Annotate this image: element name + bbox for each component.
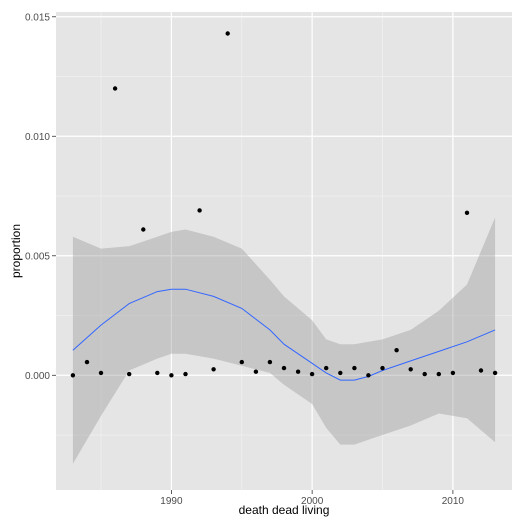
data-point bbox=[183, 371, 188, 377]
data-point bbox=[239, 359, 244, 365]
data-point bbox=[141, 227, 146, 232]
grid-minor bbox=[56, 12, 512, 490]
data-point bbox=[394, 348, 399, 353]
data-point bbox=[352, 365, 357, 371]
x-tick-label: 2000 bbox=[301, 496, 324, 507]
panel-background bbox=[56, 12, 512, 490]
data-point bbox=[169, 373, 174, 378]
y-tick-label: 0.005 bbox=[25, 251, 50, 262]
data-point bbox=[267, 359, 273, 365]
data-points bbox=[70, 31, 498, 378]
data-point bbox=[380, 365, 385, 371]
data-point bbox=[324, 365, 329, 371]
data-point bbox=[436, 371, 441, 377]
x-axis: 1990 2000 2010 bbox=[160, 490, 464, 507]
data-point bbox=[464, 210, 470, 215]
data-point bbox=[98, 370, 104, 376]
data-point bbox=[112, 86, 118, 91]
data-point bbox=[70, 373, 76, 378]
data-point bbox=[211, 367, 216, 372]
data-point bbox=[422, 371, 427, 377]
y-tick-label: 0.015 bbox=[25, 12, 50, 23]
x-tick-label: 1990 bbox=[160, 496, 183, 507]
data-point bbox=[450, 370, 456, 376]
confidence-band bbox=[72, 217, 496, 464]
data-point bbox=[309, 371, 315, 377]
data-point bbox=[338, 370, 343, 376]
data-point bbox=[197, 208, 202, 213]
data-point bbox=[84, 359, 90, 365]
y-tick-label: 0.010 bbox=[25, 132, 50, 143]
data-point bbox=[155, 370, 160, 376]
smooth-line bbox=[72, 288, 496, 381]
data-point bbox=[127, 371, 132, 377]
data-point bbox=[492, 370, 498, 376]
data-point bbox=[253, 369, 259, 374]
x-tick-label: 2010 bbox=[442, 496, 465, 507]
data-point bbox=[478, 368, 484, 373]
data-point bbox=[295, 369, 301, 374]
y-axis: 0.000 0.005 0.010 0.015 bbox=[25, 12, 56, 382]
grid-major bbox=[56, 12, 512, 490]
y-axis-title: proportion bbox=[9, 224, 23, 278]
y-tick-label: 0.000 bbox=[25, 371, 50, 382]
data-point bbox=[366, 373, 371, 378]
data-point bbox=[408, 367, 413, 372]
x-axis-title: death dead living bbox=[239, 503, 330, 517]
data-point bbox=[281, 365, 287, 371]
data-point bbox=[225, 31, 230, 36]
